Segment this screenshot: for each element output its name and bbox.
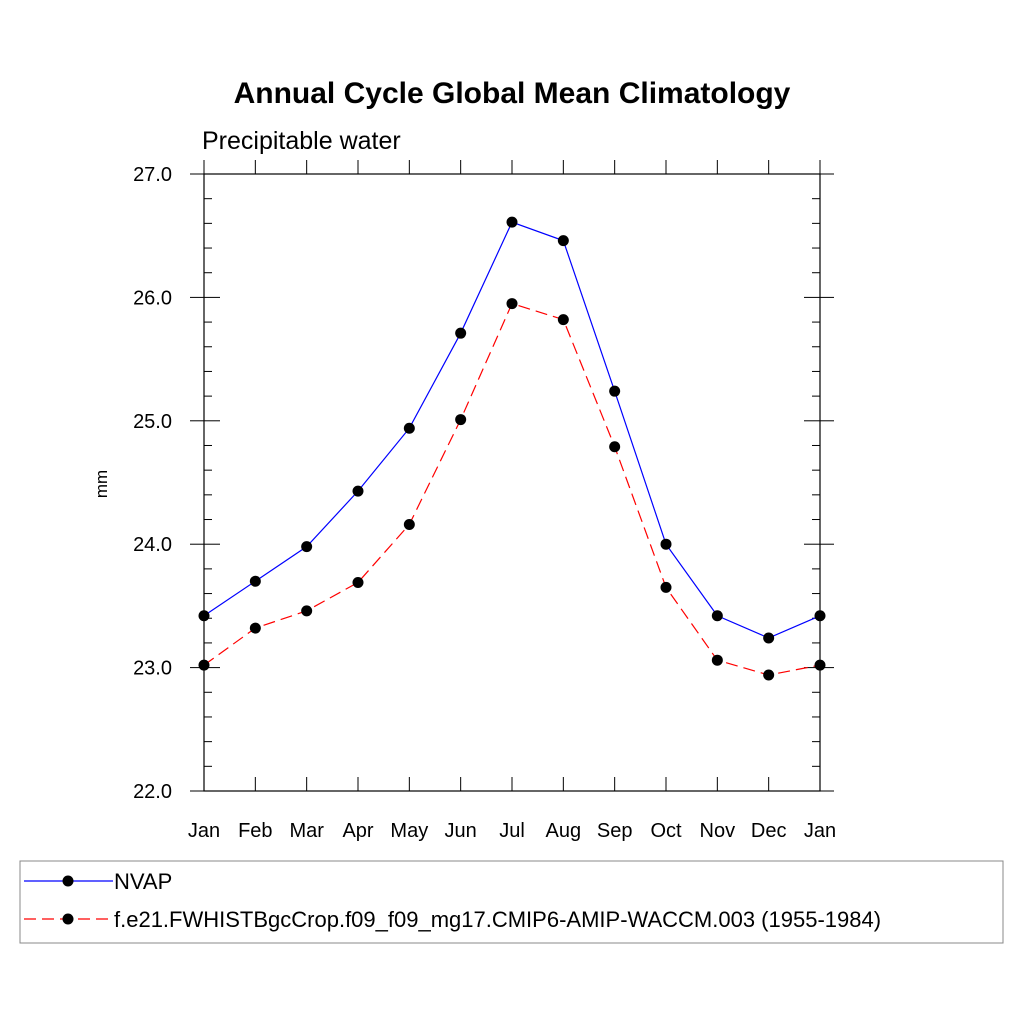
chart-subtitle: Precipitable water xyxy=(202,127,401,155)
data-point xyxy=(660,581,672,593)
legend-marker xyxy=(62,875,74,887)
data-point xyxy=(609,385,621,397)
legend-label: NVAP xyxy=(114,869,172,894)
x-tick-label: Oct xyxy=(650,820,682,842)
data-point xyxy=(609,441,621,453)
data-point xyxy=(455,327,467,339)
data-point xyxy=(249,575,261,587)
data-point xyxy=(763,669,775,681)
x-tick-label: Jun xyxy=(445,820,477,842)
x-tick-label: Sep xyxy=(597,820,633,842)
data-point xyxy=(352,485,364,497)
plot-frame xyxy=(203,173,821,792)
legend-marker xyxy=(62,913,74,925)
y-tick-label: 25.0 xyxy=(133,411,172,433)
data-point xyxy=(403,518,415,530)
series-line xyxy=(203,221,821,639)
data-point xyxy=(403,422,415,434)
y-tick-label: 27.0 xyxy=(133,164,172,186)
x-tick-label: Feb xyxy=(238,820,272,842)
x-tick-label: Jan xyxy=(188,820,220,842)
y-tick-label: 24.0 xyxy=(133,534,172,556)
data-point xyxy=(814,610,826,622)
x-tick-label: Jan xyxy=(804,820,836,842)
y-tick-label: 22.0 xyxy=(133,781,172,803)
x-tick-labels: Jan Feb Mar Apr May Jun Jul Aug Sep Oct Nov Dec Jan xyxy=(188,820,836,842)
data-point xyxy=(301,541,313,553)
data-point xyxy=(557,235,569,247)
axis-ticks xyxy=(190,160,834,792)
data-point xyxy=(455,414,467,426)
legend-box xyxy=(19,860,1004,944)
data-point xyxy=(711,610,723,622)
x-tick-label: Mar xyxy=(289,820,324,842)
x-tick-label: Apr xyxy=(342,820,373,842)
data-point xyxy=(763,632,775,644)
data-point xyxy=(557,314,569,326)
data-point xyxy=(506,216,518,228)
data-point xyxy=(198,610,210,622)
x-tick-label: Jul xyxy=(499,820,525,842)
data-point xyxy=(198,659,210,671)
y-tick-labels: 22.0 23.0 24.0 25.0 26.0 27.0 xyxy=(133,164,172,803)
data-point xyxy=(352,576,364,588)
x-tick-label: May xyxy=(390,820,428,842)
data-point xyxy=(249,622,261,634)
chart-title: Annual Cycle Global Mean Climatology xyxy=(234,77,791,110)
data-point xyxy=(711,654,723,666)
series-model xyxy=(198,298,826,681)
data-point xyxy=(506,298,518,310)
legend: NVAP f.e21.FWHISTBgcCrop.f09_f09_mg17.CMI… xyxy=(19,860,1004,944)
x-tick-label: Dec xyxy=(751,820,787,842)
series-line xyxy=(203,302,821,676)
series-nvap xyxy=(198,216,826,644)
y-axis-label: mm xyxy=(92,470,111,498)
data-point xyxy=(814,659,826,671)
series-layer xyxy=(198,216,826,681)
data-point xyxy=(301,605,313,617)
x-tick-label: Aug xyxy=(546,820,582,842)
legend-label: f.e21.FWHISTBgcCrop.f09_f09_mg17.CMIP6-A… xyxy=(114,907,881,932)
y-tick-label: 26.0 xyxy=(133,287,172,309)
x-tick-label: Nov xyxy=(700,820,736,842)
y-tick-label: 23.0 xyxy=(133,658,172,680)
data-point xyxy=(660,538,672,550)
